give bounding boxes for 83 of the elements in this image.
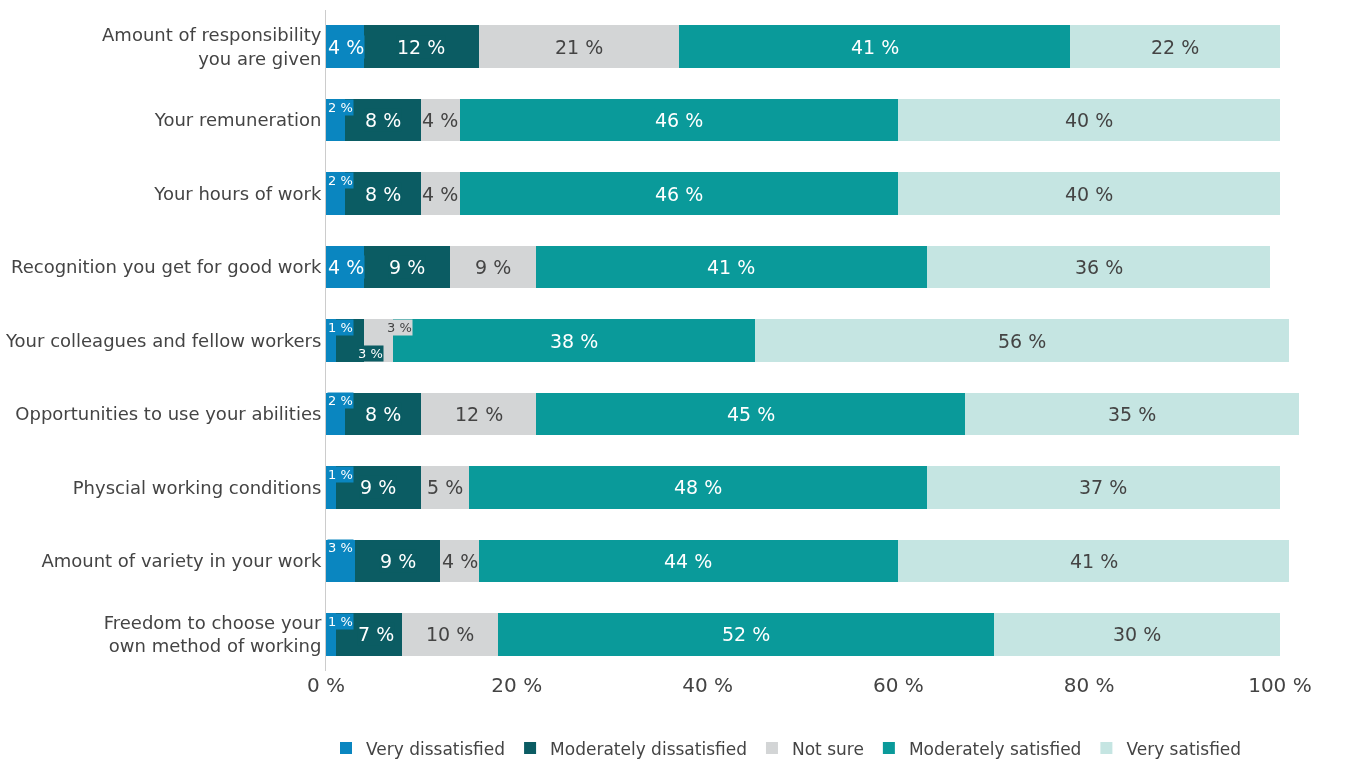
bar (535, 245, 927, 289)
y-tick-label: Opportunities to use your abilities (15, 403, 322, 425)
bar (535, 392, 966, 436)
data-label: 48 % (674, 476, 723, 498)
data-label: 45 % (727, 403, 776, 425)
data-label: 41 % (1070, 550, 1119, 572)
y-tick-label: Amount of variety in your work (41, 550, 322, 572)
bar (993, 612, 1280, 656)
bar (478, 25, 679, 69)
data-label: 2 % (328, 173, 353, 188)
data-label: 37 % (1079, 476, 1128, 498)
bar (459, 172, 899, 215)
data-label: 40 % (1065, 109, 1114, 131)
data-label: 7 % (358, 623, 395, 645)
bar (755, 319, 1290, 362)
data-label: 1 % (328, 320, 353, 335)
bar (965, 392, 1299, 436)
bar (1070, 25, 1280, 69)
data-label: 41 % (707, 256, 756, 278)
data-label: 8 % (365, 183, 402, 205)
legend-label: Very satisfied (1126, 738, 1242, 759)
bar (497, 612, 994, 656)
legend-label: Moderately satisfied (908, 738, 1082, 759)
x-tick-label: 100 % (1248, 673, 1312, 697)
data-label: 30 % (1113, 623, 1162, 645)
data-label: 52 % (722, 623, 771, 645)
y-tick-label: Your remuneration (153, 109, 322, 131)
bar (478, 539, 899, 583)
x-tick-label: 20 % (491, 673, 543, 697)
data-label: 4 % (422, 183, 459, 205)
data-label: 2 % (328, 393, 353, 408)
data-label: 9 % (360, 476, 397, 498)
y-tick-label: Your colleagues and fellow workers (4, 329, 322, 351)
y-tick-label: Amount of responsibility you are given (102, 24, 322, 69)
bar (926, 466, 1280, 509)
data-label: 4 % (422, 109, 459, 131)
data-label: 40 % (1065, 183, 1114, 205)
data-label: 46 % (655, 109, 704, 131)
bar (898, 98, 1280, 142)
y-tick-label: Physcial working conditions (72, 476, 322, 498)
bar (898, 172, 1280, 215)
data-label: 5 % (427, 476, 464, 498)
data-label: 56 % (998, 330, 1047, 352)
data-label: 9 % (380, 550, 417, 572)
bar (678, 25, 1071, 69)
data-label: 12 % (455, 403, 504, 425)
data-label: 10 % (426, 623, 475, 645)
x-tick-label: 80 % (1063, 673, 1115, 697)
data-label: 8 % (365, 403, 402, 425)
legend-label: Very dissatisfied (366, 738, 506, 759)
data-label: 9 % (389, 256, 426, 278)
x-tick-label: 40 % (682, 673, 733, 697)
data-label: 36 % (1075, 256, 1124, 278)
data-label: 1 % (328, 467, 353, 482)
data-label: 3 % (387, 320, 412, 335)
data-label: 3 % (328, 540, 353, 555)
data-label: 35 % (1108, 403, 1157, 425)
x-tick-label: 60 % (872, 673, 924, 697)
data-label: 41 % (851, 36, 900, 58)
data-label: 21 % (555, 36, 604, 58)
data-label: 46 % (655, 183, 704, 205)
data-label: 9 % (475, 256, 512, 278)
y-tick-label: Freedom to choose your own method of working (103, 611, 322, 657)
data-label: 1 % (328, 614, 353, 629)
data-label: 4 % (328, 36, 365, 58)
data-label: 2 % (328, 100, 353, 115)
y-tick-label: Recognition you get for good work (10, 256, 322, 278)
data-label: 44 % (664, 550, 713, 572)
data-label: 38 % (550, 330, 599, 352)
bar (898, 539, 1290, 583)
data-label: 4 % (442, 550, 479, 572)
x-tick-label: 0 % (306, 673, 346, 697)
data-label: 22 % (1151, 36, 1200, 58)
data-label: 12 % (397, 36, 446, 58)
data-label: 3 % (358, 346, 383, 361)
legend-label: Moderately dissatisfied (550, 738, 747, 759)
data-label: 4 % (328, 256, 365, 278)
bar (469, 466, 927, 509)
bar (459, 98, 899, 142)
y-tick-label: Your hours of work (153, 182, 322, 204)
legend-label: Not sure (791, 738, 864, 759)
data-label: 8 % (365, 109, 402, 131)
bar (926, 245, 1271, 289)
